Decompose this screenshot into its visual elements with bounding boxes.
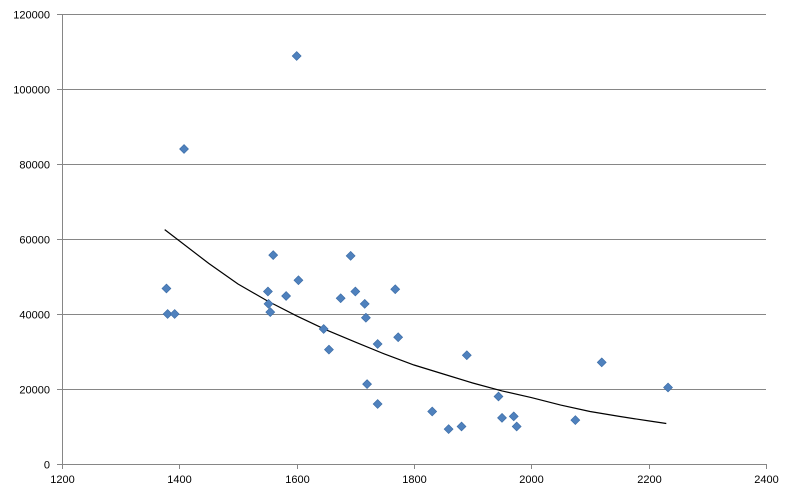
data-point [162, 309, 173, 319]
data-point [570, 415, 581, 426]
data-point [456, 421, 467, 432]
data-point [281, 291, 292, 301]
x-tick-label: 2000 [519, 474, 543, 486]
data-points [161, 51, 673, 435]
data-point [427, 406, 438, 417]
x-tick-label: 1600 [285, 474, 309, 486]
data-point [362, 379, 372, 390]
data-point [461, 350, 472, 361]
data-point [262, 286, 273, 297]
data-point [293, 275, 304, 286]
data-point [663, 382, 673, 393]
data-point [359, 298, 370, 309]
trendline-curve [164, 229, 667, 425]
data-point [372, 399, 383, 409]
y-tick-label: 120000 [13, 10, 50, 22]
y-tick-label: 80000 [19, 160, 50, 172]
data-point [263, 298, 274, 309]
y-tick-label: 0 [44, 460, 50, 472]
data-point [324, 344, 334, 355]
tick-labels: 0 20000 40000 60000 80000 100000 120000 1200 140… [13, 10, 778, 487]
data-point [393, 332, 404, 343]
data-point [350, 286, 361, 297]
axes [57, 14, 767, 469]
data-point [268, 250, 279, 261]
data-point [497, 412, 507, 423]
trendline [164, 229, 667, 425]
x-tick-label: 2200 [637, 474, 661, 486]
data-point [345, 250, 356, 261]
x-tick-label: 1400 [167, 474, 191, 486]
y-tick-label: 20000 [19, 385, 50, 397]
data-point [443, 424, 454, 435]
data-point [161, 283, 172, 294]
gridlines [62, 14, 766, 390]
data-point [372, 339, 383, 349]
data-point [511, 421, 522, 432]
data-point [169, 309, 180, 319]
data-point [335, 293, 346, 304]
x-tick-label: 1800 [402, 474, 426, 486]
x-tick-label: 2400 [754, 474, 778, 486]
data-point [508, 411, 519, 422]
y-tick-label: 60000 [19, 235, 50, 247]
x-tick-label: 1200 [50, 474, 74, 486]
data-point [291, 51, 302, 61]
data-point [493, 391, 504, 402]
y-tick-label: 100000 [13, 85, 50, 97]
data-point [360, 312, 371, 323]
data-point [596, 357, 607, 368]
data-point [390, 284, 401, 295]
data-point [179, 144, 189, 154]
y-tick-label: 40000 [19, 310, 50, 322]
data-point [318, 324, 329, 334]
data-point [265, 307, 276, 318]
